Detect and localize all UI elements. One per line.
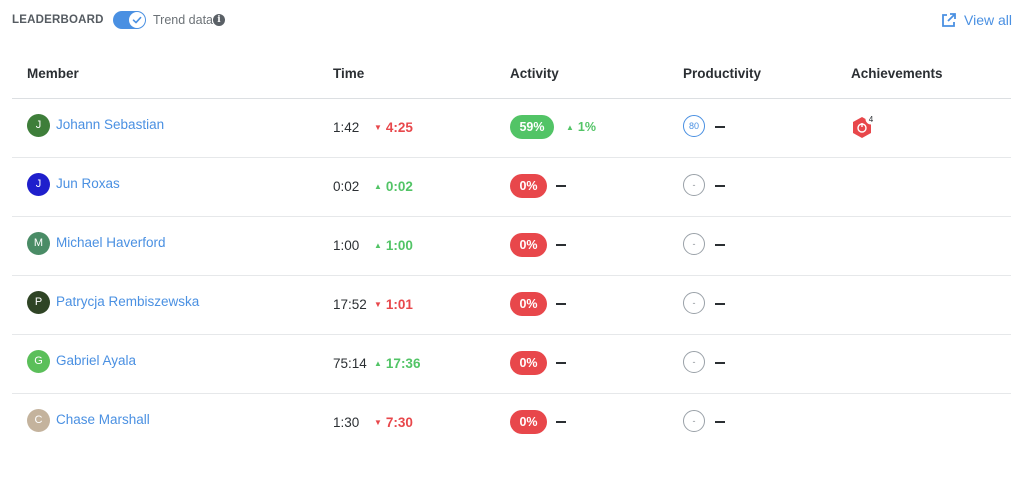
time-trend-value: 0:02 bbox=[385, 179, 413, 194]
productivity-trend-dash bbox=[715, 126, 725, 128]
row-divider bbox=[12, 334, 1011, 335]
time-value: 17:52 bbox=[333, 297, 367, 312]
check-icon bbox=[132, 16, 142, 24]
time-value: 0:02 bbox=[333, 179, 360, 194]
time-trend-value: 7:30 bbox=[385, 415, 413, 430]
activity-trend-dash bbox=[556, 421, 566, 423]
row-divider bbox=[12, 157, 1011, 158]
time-trend: ▼ 7:30 bbox=[374, 415, 413, 430]
view-all-link[interactable]: View all bbox=[940, 11, 1012, 29]
time-value: 1:30 bbox=[333, 415, 360, 430]
time-trend: ▼ 1:01 bbox=[374, 297, 413, 312]
row-divider bbox=[12, 393, 1011, 394]
achievement-count: 4 bbox=[869, 115, 874, 124]
member-name-link[interactable]: Chase Marshall bbox=[56, 412, 150, 427]
table-row: J Johann Sebastian 1:42 ▼ 4:25 59% ▲ 1% … bbox=[0, 99, 1024, 158]
trend-up-icon: ▲ bbox=[566, 122, 574, 132]
table-row: J Jun Roxas 0:02 ▲ 0:02 0% - bbox=[0, 158, 1024, 217]
activity-pill: 59% bbox=[510, 115, 554, 139]
trend-data-toggle[interactable] bbox=[113, 11, 146, 29]
time-trend: ▲ 1:00 bbox=[374, 238, 413, 253]
table-row: M Michael Haverford 1:00 ▲ 1:00 0% - bbox=[0, 217, 1024, 276]
external-link-icon bbox=[942, 12, 956, 27]
member-name-link[interactable]: Johann Sebastian bbox=[56, 117, 165, 132]
time-trend-value: 1:00 bbox=[385, 238, 413, 253]
productivity-trend-dash bbox=[715, 421, 725, 423]
toggle-knob bbox=[129, 12, 145, 28]
view-all-label: View all bbox=[964, 12, 1012, 28]
member-name-link[interactable]: Jun Roxas bbox=[56, 176, 120, 191]
column-header-activity[interactable]: Activity bbox=[510, 66, 559, 81]
activity-pill: 0% bbox=[510, 351, 547, 375]
activity-trend-dash bbox=[556, 244, 566, 246]
time-trend: ▲ 17:36 bbox=[374, 356, 420, 371]
productivity-score: - bbox=[683, 174, 705, 196]
trend-up-icon: ▲ bbox=[374, 359, 382, 368]
time-trend: ▼ 4:25 bbox=[374, 120, 413, 135]
avatar[interactable]: P bbox=[27, 291, 50, 314]
avatar[interactable]: M bbox=[27, 232, 50, 255]
activity-trend-dash bbox=[556, 362, 566, 364]
trend-down-icon: ▼ bbox=[374, 300, 382, 309]
time-trend-value: 4:25 bbox=[385, 120, 413, 135]
trend-data-label: Trend data bbox=[153, 13, 213, 27]
time-value: 75:14 bbox=[333, 356, 367, 371]
productivity-score: - bbox=[683, 351, 705, 373]
avatar[interactable]: J bbox=[27, 173, 50, 196]
time-trend-value: 1:01 bbox=[385, 297, 413, 312]
table-row: G Gabriel Ayala 75:14 ▲ 17:36 0% - bbox=[0, 335, 1024, 394]
productivity-score: - bbox=[683, 233, 705, 255]
leaderboard-title: LEADERBOARD bbox=[12, 14, 104, 26]
activity-trend-dash bbox=[556, 303, 566, 305]
leaderboard-header: LEADERBOARD Trend data i View all bbox=[0, 0, 1024, 40]
info-icon[interactable]: i bbox=[213, 14, 225, 26]
productivity-score: 80 bbox=[683, 115, 705, 137]
row-divider bbox=[12, 216, 1011, 217]
time-trend-value: 17:36 bbox=[385, 356, 421, 371]
productivity-trend-dash bbox=[715, 303, 725, 305]
productivity-trend-dash bbox=[715, 244, 725, 246]
row-divider bbox=[12, 275, 1011, 276]
avatar[interactable]: J bbox=[27, 114, 50, 137]
productivity-score: - bbox=[683, 410, 705, 432]
time-value: 1:42 bbox=[333, 120, 360, 135]
member-name-link[interactable]: Michael Haverford bbox=[56, 235, 166, 250]
trend-down-icon: ▼ bbox=[374, 123, 382, 132]
column-header-productivity[interactable]: Productivity bbox=[683, 66, 762, 81]
avatar[interactable]: C bbox=[27, 409, 50, 432]
activity-trend-dash bbox=[556, 185, 566, 187]
trend-up-icon: ▲ bbox=[374, 182, 382, 191]
member-name-link[interactable]: Gabriel Ayala bbox=[56, 353, 137, 368]
activity-pill: 0% bbox=[510, 292, 547, 316]
time-trend: ▲ 0:02 bbox=[374, 179, 413, 194]
activity-pill: 0% bbox=[510, 410, 547, 434]
table-row: C Chase Marshall 1:30 ▼ 7:30 0% - bbox=[0, 394, 1024, 453]
member-name-link[interactable]: Patrycja Rembiszewska bbox=[56, 294, 200, 309]
productivity-trend-dash bbox=[715, 362, 725, 364]
achievement-badge-icon[interactable]: 4 bbox=[850, 114, 876, 142]
productivity-score: - bbox=[683, 292, 705, 314]
column-header-time[interactable]: Time bbox=[333, 66, 365, 81]
activity-trend-value: 1% bbox=[577, 120, 596, 134]
activity-pill: 0% bbox=[510, 174, 547, 198]
activity-trend: ▲ 1% bbox=[566, 120, 596, 134]
header-divider bbox=[12, 98, 1011, 99]
trend-up-icon: ▲ bbox=[374, 241, 382, 250]
column-header-achievements[interactable]: Achievements bbox=[851, 66, 943, 81]
trend-down-icon: ▼ bbox=[374, 418, 382, 427]
activity-pill: 0% bbox=[510, 233, 547, 257]
column-header-member[interactable]: Member bbox=[27, 66, 79, 81]
table-row: P Patrycja Rembiszewska 17:52 ▼ 1:01 0% … bbox=[0, 276, 1024, 335]
time-value: 1:00 bbox=[333, 238, 360, 253]
avatar[interactable]: G bbox=[27, 350, 50, 373]
productivity-trend-dash bbox=[715, 185, 725, 187]
